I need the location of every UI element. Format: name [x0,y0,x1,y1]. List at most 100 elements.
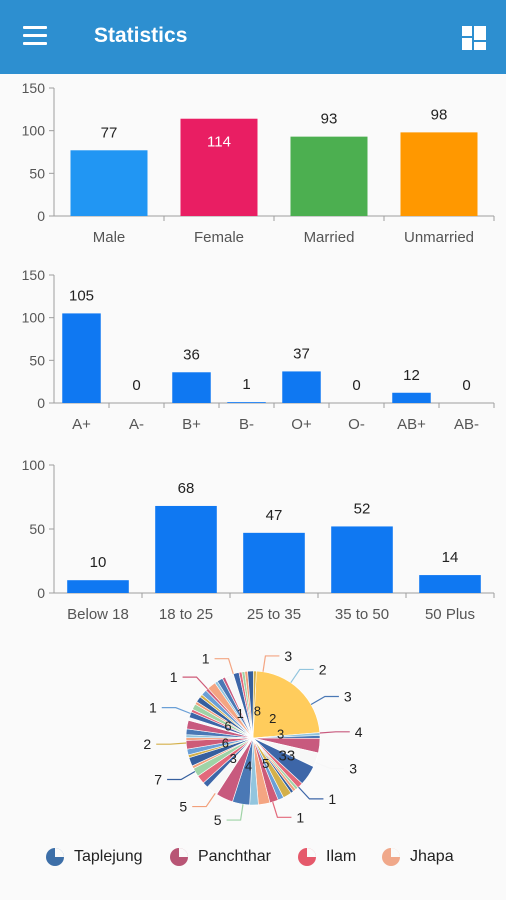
legend-label: Jhapa [410,848,454,865]
y-tick-label: 0 [37,395,45,411]
leader-line [262,655,280,672]
menu-icon[interactable] [20,24,48,50]
inner-value-label: 33 [279,747,296,764]
outer-value-label: 1 [328,791,336,807]
inner-value-label: 1 [237,706,244,721]
x-tick-label: O- [348,416,365,433]
pie-legend: Taplejung Panchthar Ilam Jhapa [0,840,506,880]
bar [282,371,321,403]
x-tick-label: Unmarried [404,229,474,246]
blood-group-bar-chart: 0 50 100 150 105 A+ 0 A- 36 B+ 1 B- 37 O+ 0 O- 12 AB+ 0 AB- [22,267,495,433]
outer-value-label: 5 [214,812,222,828]
data-label: 77 [101,124,118,141]
outer-value-label: 1 [296,809,304,825]
y-tick-label: 50 [29,352,45,368]
outer-value-label: 2 [143,736,151,752]
data-label: 1 [242,376,250,393]
leader-line [290,668,314,683]
legend-item-jhapa[interactable]: Jhapa [382,848,454,866]
bar [227,402,266,403]
data-label: 10 [90,554,107,571]
x-tick-label: Female [194,229,244,246]
pie-icon [46,848,64,866]
gender-marital-bar-chart: 0 50 100 150 77 Male 114 Female 93 Married 98 Unmar… [22,80,495,246]
x-tick-label: O+ [291,416,312,433]
inner-value-label: 5 [262,756,269,771]
data-label: 47 [266,507,283,524]
data-label: 105 [69,287,94,304]
data-label: 36 [183,346,200,363]
leader-line [298,786,324,800]
x-tick-label: AB- [454,416,479,433]
pie-slice [252,670,321,739]
legend-label: Ilam [326,848,357,865]
data-label: 12 [403,367,420,384]
x-tick-label: Below 18 [67,606,129,623]
inner-value-label: 3 [230,751,237,766]
bar [331,526,393,593]
leader-line [167,770,196,781]
leader-line [192,793,216,808]
outer-value-label: 3 [349,760,357,776]
y-tick-label: 0 [37,585,45,601]
dashboard-grid-icon[interactable] [460,24,488,52]
bar [419,575,481,593]
x-tick-label: 25 to 35 [247,606,301,623]
outer-value-label: 5 [179,799,187,815]
bar [172,372,211,403]
x-tick-label: A- [129,416,144,433]
bar [290,136,368,216]
outer-value-label: 1 [202,651,210,667]
y-tick-label: 0 [37,208,45,224]
inner-value-label: 2 [269,711,276,726]
x-tick-label: Male [93,229,126,246]
data-label: 93 [321,111,338,128]
outer-value-label: 4 [355,724,363,740]
bar [392,392,431,403]
data-label: 14 [442,549,459,566]
data-label: 52 [354,500,371,517]
app-bar: Statistics [0,0,506,74]
x-tick-label: 18 to 25 [159,606,213,623]
y-tick-label: 100 [22,457,46,473]
bar [400,132,478,216]
data-label: 98 [431,106,448,123]
bar [243,532,305,593]
inner-value-label: 6 [224,718,231,733]
bar [155,505,217,593]
pie-icon [170,848,188,866]
age-group-bar-chart: 0 50 100 10 Below 18 68 18 to 25 47 25 to 35 52 35… [22,457,495,623]
leader-line [226,804,244,821]
bar [180,118,258,216]
legend-label: Taplejung [74,848,143,865]
legend-item-taplejung[interactable]: Taplejung [46,848,143,866]
data-label: 0 [132,377,140,394]
bar [67,580,129,593]
inner-value-label: 3 [277,727,284,742]
y-tick-label: 150 [22,80,46,96]
outer-value-label: 3 [284,648,292,664]
x-tick-label: AB+ [397,416,426,433]
inner-value-label: 6 [222,735,229,750]
pie-slice [252,670,257,739]
inner-value-label: 8 [254,703,261,718]
x-tick-label: 50 Plus [425,606,475,623]
data-label: 68 [178,480,195,497]
bar [62,313,101,403]
data-label: 37 [293,345,310,362]
pie-icon [382,848,400,866]
outer-value-label: 1 [170,669,178,685]
x-tick-label: B+ [182,416,201,433]
leader-line [310,695,339,706]
leader-line [272,801,292,818]
outer-value-label: 1 [149,700,157,716]
legend-item-panchthar[interactable]: Panchthar [170,848,271,866]
y-tick-label: 50 [29,165,45,181]
leader-line [161,707,191,715]
x-tick-label: Married [304,229,355,246]
leader-line [214,658,234,675]
data-label: 114 [207,134,231,151]
outer-value-label: 2 [319,661,327,677]
legend-item-ilam[interactable]: Ilam [298,848,356,866]
